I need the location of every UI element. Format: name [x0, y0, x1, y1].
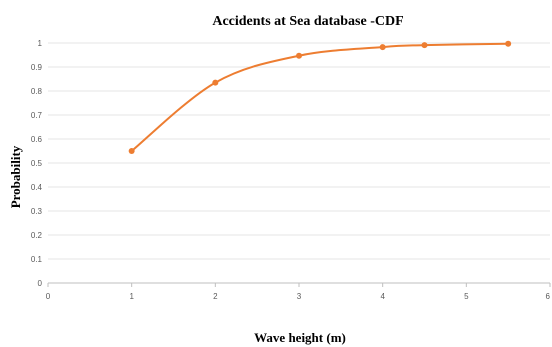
- data-point: [212, 79, 219, 86]
- y-tick-label: 0.2: [31, 231, 43, 240]
- x-tick-labels: 0 1 2 3 4 5 6: [46, 292, 551, 301]
- y-tick-label: 0.3: [31, 207, 43, 216]
- x-tick-label: 0: [46, 292, 51, 301]
- x-tick-label: 4: [380, 292, 385, 301]
- data-point: [421, 42, 428, 49]
- data-point: [296, 52, 302, 59]
- y-tick-labels: 0 0.1 0.2 0.3 0.4 0.5 0.6 0.7 0.8 0.9 1: [31, 39, 43, 288]
- data-point: [128, 148, 135, 154]
- y-tick-label: 1: [38, 39, 43, 48]
- x-tick-label: 1: [129, 292, 134, 301]
- y-tick-label: 0.9: [31, 63, 43, 72]
- x-tick-label: 6: [546, 292, 551, 301]
- gridlines: [48, 42, 550, 260]
- series-line: [131, 42, 509, 152]
- y-tick-label: 0.5: [31, 159, 43, 168]
- series-group: [128, 40, 512, 154]
- chart-title: Accidents at Sea database -CDF: [212, 14, 403, 29]
- y-tick-label: 0.6: [31, 135, 43, 144]
- data-point: [505, 40, 512, 47]
- y-tick-label: 0.4: [31, 183, 43, 192]
- y-tick-label: 0: [38, 279, 43, 288]
- x-tick-label: 3: [297, 292, 302, 301]
- x-axis-title: Wave height (m): [254, 330, 346, 345]
- y-tick-label: 0.7: [31, 111, 43, 120]
- x-tick-label: 2: [213, 292, 218, 301]
- y-axis-title: Probability: [8, 145, 23, 208]
- y-tick-label: 0.1: [31, 255, 43, 264]
- y-tick-label: 0.8: [31, 87, 43, 96]
- data-point: [379, 44, 386, 51]
- axes: [47, 282, 551, 287]
- x-tick-label: 5: [464, 292, 469, 301]
